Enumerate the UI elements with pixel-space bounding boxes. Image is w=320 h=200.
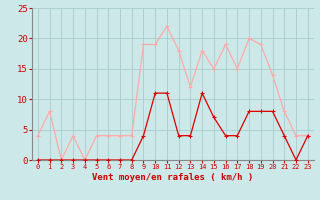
- X-axis label: Vent moyen/en rafales ( km/h ): Vent moyen/en rafales ( km/h ): [92, 173, 253, 182]
